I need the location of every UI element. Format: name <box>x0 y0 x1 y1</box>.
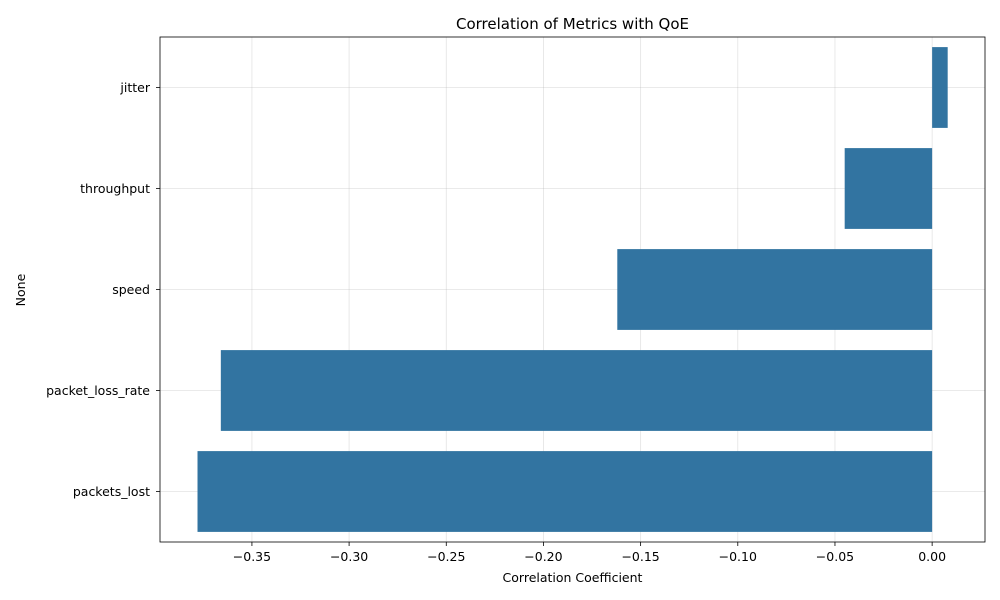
x-tick-label: −0.20 <box>524 549 562 564</box>
y-tick-label: speed <box>112 282 150 297</box>
y-tick-label: throughput <box>80 181 150 196</box>
axes: −0.35 −0.30 −0.25 −0.20 −0.15 −0.10 −0.05 0.00 j… <box>46 36 986 564</box>
bar-jitter <box>932 47 948 128</box>
x-axis-label: Correlation Coefficient <box>503 570 643 585</box>
y-axis-label: None <box>13 273 28 306</box>
x-tick-label: −0.15 <box>621 549 659 564</box>
x-tick-label: −0.05 <box>816 549 854 564</box>
bar-packets_lost <box>197 451 933 532</box>
x-tick-label: −0.25 <box>427 549 465 564</box>
x-tick-label: 0.00 <box>918 549 946 564</box>
x-tick-label: −0.10 <box>719 549 757 564</box>
x-tick-label: −0.35 <box>233 549 271 564</box>
y-tick-label: packet_loss_rate <box>46 383 150 398</box>
bar-throughput <box>844 148 933 229</box>
plot-frame <box>159 36 986 543</box>
y-tick-label: packets_lost <box>73 484 150 499</box>
bar-speed <box>617 249 933 330</box>
bars <box>197 47 948 532</box>
bar-packet_loss_rate <box>220 350 933 431</box>
chart-title: Correlation of Metrics with QoE <box>456 15 689 33</box>
y-tick-label: jitter <box>119 80 150 95</box>
x-tick-label: −0.30 <box>330 549 368 564</box>
